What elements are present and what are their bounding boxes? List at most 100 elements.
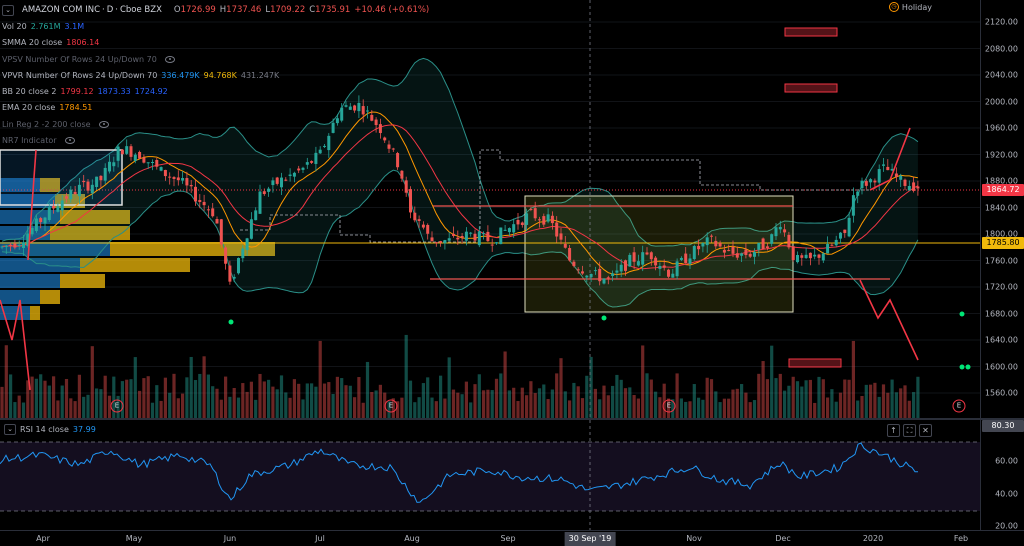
volume-bar	[133, 357, 137, 418]
volume-bar	[525, 395, 529, 418]
volume-bar	[271, 386, 275, 418]
candle-body	[366, 110, 369, 112]
rsi-pane[interactable]: ⌄ RSI 14 close 37.99 ↑ ⛶ ✕	[0, 420, 980, 530]
candle-body	[434, 242, 438, 244]
rsi-chart[interactable]	[0, 420, 980, 530]
rsi-axis[interactable]: 60.00 40.00 20.00 80.30	[980, 420, 1024, 531]
hidden-eye-icon[interactable]	[64, 137, 75, 145]
volume-bar	[39, 374, 43, 418]
indicator-value: 1799.12	[60, 87, 94, 97]
candle-body	[228, 265, 232, 282]
volume-bar	[344, 385, 348, 418]
collapse-legend-button[interactable]: ⌄	[2, 4, 14, 16]
collapse-rsi-legend-button[interactable]: ⌄	[4, 424, 16, 435]
volume-bar	[658, 397, 662, 418]
price-chart[interactable]	[0, 0, 980, 418]
volume-bar	[301, 399, 305, 418]
candle-body	[211, 208, 215, 217]
candle-body	[73, 191, 77, 195]
candle-body	[770, 234, 774, 244]
volume-bar	[808, 379, 812, 418]
time-tick-label: Dec	[775, 534, 791, 543]
candle-body	[357, 102, 361, 112]
hidden-eye-icon[interactable]	[98, 120, 109, 128]
rsi-name: RSI 14 close	[20, 425, 69, 434]
volume-bar	[877, 396, 881, 418]
candle-body	[787, 234, 791, 248]
earnings-marker[interactable]: E	[952, 399, 966, 413]
price-axis[interactable]: 2120.00 2080.00 2040.00 2000.00 1960.00 1920.…	[980, 0, 1024, 418]
indicator-row[interactable]: EMA 20 close 1784.51	[2, 100, 433, 116]
indicator-row[interactable]: NR7 Indicator	[2, 132, 433, 148]
volume-bar	[516, 401, 520, 418]
indicator-row[interactable]: Vol 20 2.761M 3.1M	[2, 18, 433, 34]
time-tick-label: May	[125, 534, 143, 543]
indicator-row[interactable]: VPSV Number Of Rows 24 Up/Down 70	[2, 51, 433, 67]
volume-bar	[284, 392, 288, 418]
volume-bar	[899, 388, 903, 418]
candle-body	[744, 249, 748, 256]
price-tick-label: 1760.00	[984, 256, 1018, 265]
volume-bar	[202, 356, 206, 418]
volume-bar	[318, 340, 322, 418]
volume-bar	[619, 379, 623, 418]
volume-bars	[0, 334, 920, 418]
rsi-pane-controls: ↑ ⛶ ✕	[887, 424, 932, 437]
ohlc-low: L1709.22	[265, 5, 306, 16]
time-axis[interactable]: Apr May Jun Jul Aug Sep Nov Dec 2020 Feb 30 Sep '1…	[0, 530, 1024, 546]
candle-body	[559, 233, 563, 240]
pane-separator[interactable]	[0, 418, 1024, 420]
volume-bar	[327, 382, 331, 418]
candle-body	[323, 145, 326, 147]
indicator-row[interactable]: VPVR Number Of Rows 24 Up/Down 70 336.479…	[2, 67, 433, 83]
red-projection-left	[0, 299, 31, 391]
close-pane-button[interactable]: ✕	[919, 424, 932, 437]
indicator-row[interactable]: SMMA 20 close 1806.14	[2, 35, 433, 51]
price-tick-label: 2080.00	[984, 44, 1018, 53]
main-chart-pane[interactable]: E E E E ⌄ AMAZON COM INC · D · Cboe BZX …	[0, 0, 980, 418]
earnings-marker[interactable]: E	[662, 399, 676, 413]
candle-body	[43, 217, 47, 224]
volume-bar	[830, 389, 834, 418]
rsi-value: 37.99	[72, 425, 96, 434]
candle-body	[116, 146, 120, 161]
candle-body	[851, 195, 855, 216]
volume-bar	[598, 399, 602, 418]
indicator-row[interactable]: Lin Reg 2 -2 200 close	[2, 116, 433, 132]
volume-bar	[555, 373, 559, 418]
earnings-marker[interactable]: E	[110, 399, 124, 413]
candle-body	[443, 240, 447, 244]
volume-bar	[297, 383, 301, 418]
volume-bar	[881, 384, 886, 418]
volume-bar	[125, 379, 129, 418]
maximize-pane-button[interactable]: ⛶	[903, 424, 916, 437]
candle-body	[894, 173, 898, 177]
volume-bar	[477, 374, 481, 418]
candle-body	[649, 252, 653, 260]
candle-body	[391, 148, 395, 150]
candle-body	[439, 241, 443, 243]
candle-body	[297, 168, 301, 171]
indicator-value: 1806.14	[66, 38, 100, 48]
indicator-row[interactable]: BB 20 close 2 1799.12 1873.33 1724.92	[2, 83, 433, 99]
candle-body	[572, 261, 576, 267]
candle-body	[611, 273, 615, 276]
volume-bar	[903, 385, 907, 418]
earnings-marker[interactable]: E	[384, 399, 398, 413]
hidden-eye-icon[interactable]	[164, 55, 175, 63]
ohlc-close: C1735.91	[309, 5, 351, 16]
symbol-header[interactable]: ⌄ AMAZON COM INC · D · Cboe BZX O1726.99…	[2, 2, 433, 18]
volume-bar	[559, 358, 563, 418]
volume-bar	[172, 373, 176, 418]
candle-body	[34, 218, 38, 232]
volume-bar	[675, 373, 679, 418]
indicator-name: BB 20 close 2	[2, 87, 57, 97]
time-tick-label: Feb	[953, 534, 969, 543]
volume-bar	[365, 361, 370, 418]
volume-bar	[103, 375, 107, 418]
volume-bar	[757, 373, 761, 418]
move-pane-up-button[interactable]: ↑	[887, 424, 900, 437]
volume-profile-down	[40, 290, 60, 304]
market-status[interactable]: ◷ Holiday	[888, 2, 932, 12]
candle-body	[353, 105, 357, 111]
